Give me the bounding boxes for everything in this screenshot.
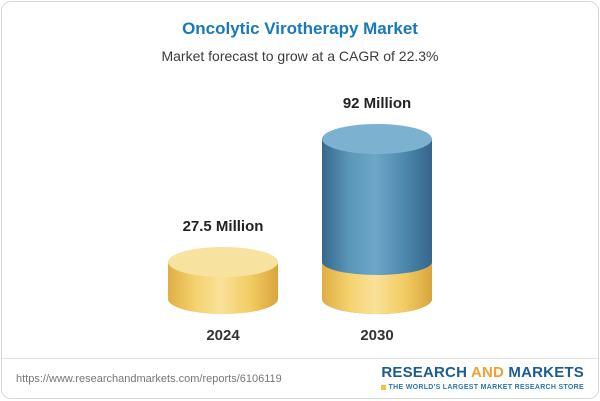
category-label-2024: 2024: [206, 327, 240, 344]
chart-header: Oncolytic Virotherapy Market Market fore…: [2, 2, 598, 64]
logo-word-markets: MARKETS: [508, 364, 584, 382]
report-url: https://www.researchandmarkets.com/repor…: [16, 372, 282, 385]
cylinder-2030-cap: [322, 124, 432, 154]
bar-group-2030: 92 Million 2030: [322, 95, 432, 344]
logo-tagline-text: THE WORLD'S LARGEST MARKET RESEARCH STOR…: [388, 383, 584, 391]
cylinder-2024-cap: [168, 247, 278, 277]
chart-subtitle: Market forecast to grow at a CAGR of 22.…: [161, 48, 439, 64]
logo-square-icon: [380, 385, 386, 391]
bar-group-2024: 27.5 Million 2024: [168, 218, 278, 344]
chart-title: Oncolytic Virotherapy Market: [182, 19, 418, 38]
footer: https://www.researchandmarkets.com/repor…: [2, 358, 598, 398]
logo-word-and: AND: [470, 364, 505, 382]
cylinder-2030-base-segment: [322, 249, 432, 314]
value-label-2024: 27.5 Million: [182, 218, 264, 235]
cylinder-2030: [322, 124, 432, 314]
category-label-2030: 2030: [360, 327, 394, 344]
logo-wordmark: RESEARCH AND MARKETS: [381, 365, 584, 382]
logo-tagline: THE WORLD'S LARGEST MARKET RESEARCH STOR…: [380, 383, 584, 392]
cylinder-2024: [168, 247, 278, 314]
logo-word-research: RESEARCH: [381, 364, 468, 382]
bar-chart: 27.5 Million 2024 92 Million 2030: [2, 64, 598, 358]
value-label-2030: 92 Million: [342, 95, 412, 112]
research-and-markets-logo: RESEARCH AND MARKETS THE WORLD'S LARGEST…: [380, 365, 584, 392]
